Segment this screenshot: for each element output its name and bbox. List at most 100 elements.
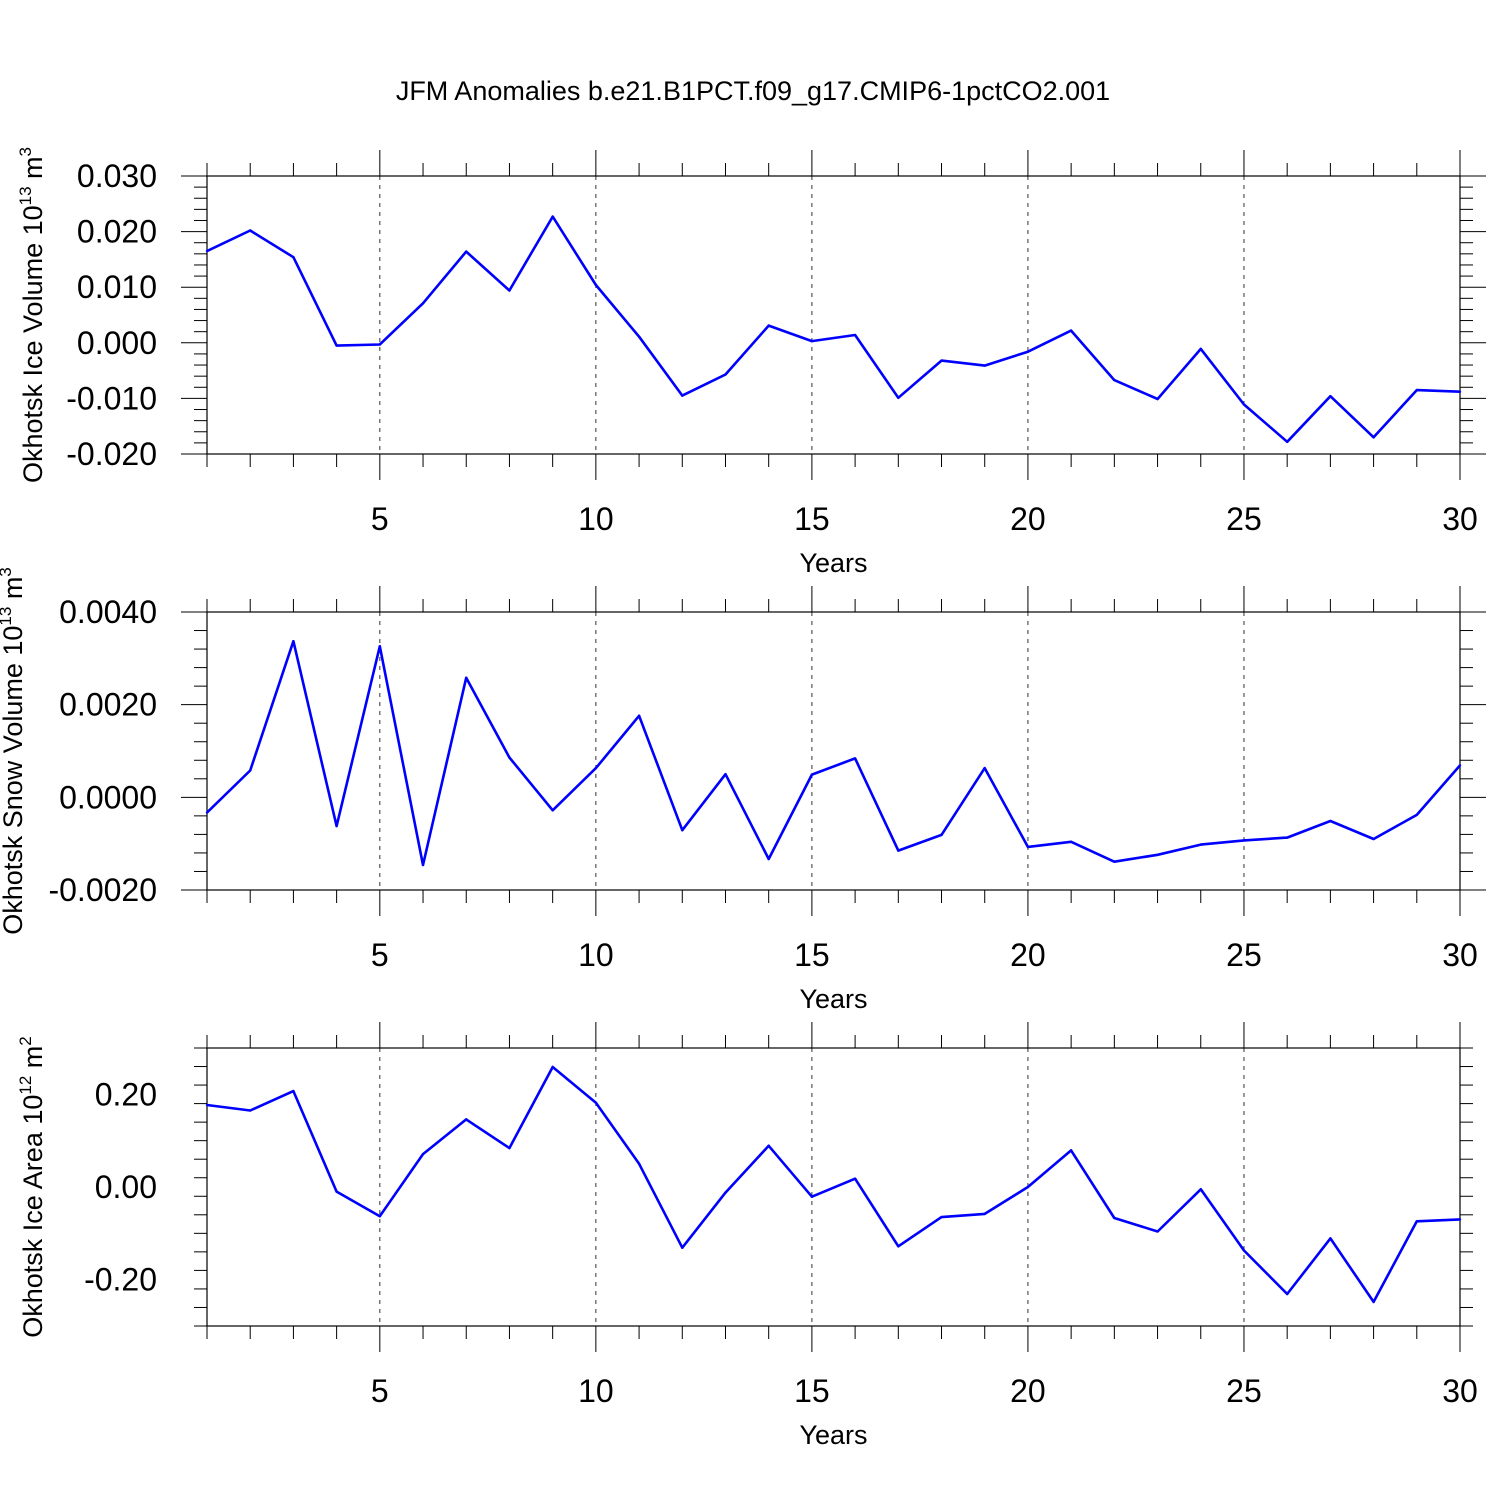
data-point [508,756,511,759]
y-axis-label-part: Okhotsk Ice Volume 10 [18,205,48,483]
x-tick-label: 10 [578,1373,614,1409]
data-point [637,1162,641,1166]
data-point [594,283,598,287]
y-axis-label-part: Okhotsk Snow Volume 10 [0,626,28,935]
data-point [1156,397,1159,401]
series-line [206,215,1461,444]
x-tick-label: 15 [794,1373,830,1409]
x-tick-label: 20 [1010,1373,1046,1409]
data-point [1069,840,1073,844]
y-tick-label: 0.20 [95,1076,157,1112]
series-line [206,639,1461,867]
data-point [205,1103,209,1107]
x-tick-label: 30 [1442,937,1478,973]
x-tick-label: 25 [1226,1373,1262,1409]
data-point [853,757,857,760]
data-point [292,255,295,259]
data-point [1069,329,1073,332]
data-point [249,229,252,232]
data-point [1372,837,1375,841]
data-point [1156,1230,1159,1233]
data-point [853,333,857,337]
data-point [594,766,598,770]
data-point [1458,764,1462,767]
data-point [1458,1218,1462,1221]
data-point [551,215,554,218]
y-tick-label: 0.0000 [59,779,157,815]
y-axis-label-superscript: 12 [16,1076,35,1095]
data-point [637,335,641,338]
data-point [810,339,814,343]
panel-2: -0.0020 0.0000 0.0020 0.0040 5 10 15 20 25 30 Year… [0,567,1486,1014]
data-point [1242,403,1246,406]
chart-title: JFM Anomalies b.e21.B1PCT.f09_g17.CMIP6-… [396,76,1110,106]
y-axis-label-part: Okhotsk Ice Area 10 [18,1095,48,1338]
data-point [681,394,684,397]
x-tick-label: 30 [1442,1373,1478,1409]
data-point [897,396,900,400]
data-point [465,676,468,679]
data-point [681,1246,684,1249]
data-point [940,359,943,362]
y-axis-label-part: m [18,1046,48,1076]
x-tick-label: 5 [371,501,389,537]
data-point [335,1190,338,1193]
y-axis-label-superscript: 3 [0,567,15,576]
data-point [1285,836,1289,839]
y-axis-label: Okhotsk Ice Area 1012 m2 [16,1036,48,1338]
data-point [1415,1220,1418,1223]
data-point [465,250,468,253]
data-point [1026,350,1030,353]
x-tick-label: 20 [1010,501,1046,537]
y-tick-label: 0.030 [77,158,157,194]
y-axis-label-superscript: 13 [16,186,35,205]
data-point [637,714,641,717]
data-point [421,1152,425,1156]
data-point [292,639,295,643]
data-point [724,772,727,776]
data-point [465,1118,468,1121]
y-tick-label: -0.020 [66,436,157,472]
x-tick-label: 30 [1442,501,1478,537]
data-point [853,1177,857,1180]
panels: -0.020 -0.010 0.000 0.010 0.020 0.030 5 10 15 20 2… [0,147,1486,1450]
series-line [206,1065,1461,1304]
y-tick-label: 0.010 [77,269,157,305]
data-point [292,1089,295,1093]
y-tick-label: 0.0020 [59,687,157,723]
data-point [767,1144,770,1147]
data-point [378,645,382,648]
x-tick-label: 5 [371,937,389,973]
data-point [249,769,252,772]
data-point [724,373,727,376]
data-point [1372,1300,1375,1304]
plot-frame [206,1047,1461,1327]
plot-frame [206,611,1461,891]
data-point [983,766,986,770]
data-point [551,809,554,812]
data-point [1113,378,1116,382]
data-point [205,811,209,814]
x-tick-label: 20 [1010,937,1046,973]
data-point [810,1195,814,1198]
data-point [810,773,814,776]
y-tick-label: -0.010 [66,380,157,416]
y-axis-label-part: m [18,156,48,186]
x-axis-label: Years [799,984,867,1014]
y-axis-label-superscript: 13 [0,607,15,626]
y-axis-label: Okhotsk Ice Volume 1013 m3 [16,147,48,483]
plot-frame [206,175,1461,455]
data-point [1329,819,1332,823]
data-point [205,249,209,253]
y-tick-label: 0.020 [77,214,157,250]
data-point [335,824,338,828]
data-point [1415,813,1418,817]
x-tick-label: 15 [794,937,830,973]
data-point [940,1215,943,1219]
data-point [1113,860,1116,863]
data-point [508,289,511,292]
x-tick-label: 10 [578,937,614,973]
y-tick-label: -0.20 [84,1262,157,1298]
